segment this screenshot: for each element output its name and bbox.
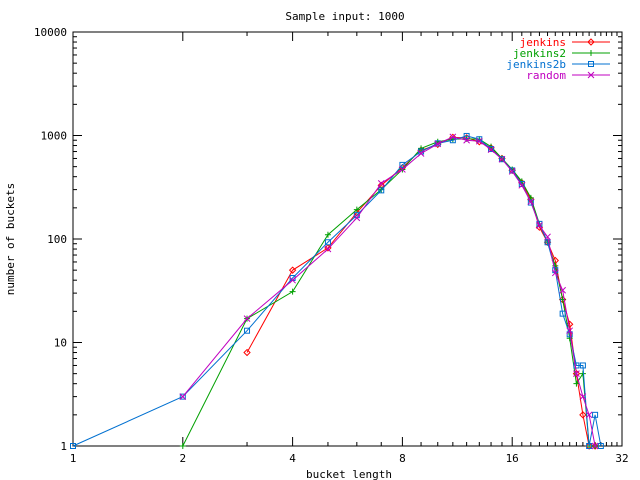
data-point-jenkins2b <box>518 180 525 187</box>
data-point-jenkins2b <box>434 140 441 147</box>
data-point-random <box>536 222 543 229</box>
data-point-jenkins2b <box>559 310 566 317</box>
data-point-random <box>353 214 361 222</box>
data-point-jenkins2b <box>579 362 586 369</box>
x-tick-label: 1 <box>70 452 77 465</box>
data-point-jenkins2b <box>498 156 505 163</box>
data-point-jenkins2b <box>536 220 543 227</box>
x-tick-label: 16 <box>506 452 519 465</box>
data-point-jenkins2b <box>449 137 456 144</box>
x-axis-label: bucket length <box>306 468 392 480</box>
data-point-jenkins2 <box>418 145 425 152</box>
data-point-random <box>566 327 574 335</box>
data-point-jenkins2b <box>244 327 251 334</box>
series-line-jenkins <box>246 136 596 447</box>
series-jenkins2 <box>179 135 599 449</box>
data-point-jenkins2b <box>399 161 406 168</box>
data-point-random <box>573 370 580 378</box>
data-point-jenkins2b <box>324 239 331 246</box>
y-tick-label: 10000 <box>34 26 67 39</box>
data-point-jenkins <box>243 348 251 357</box>
data-point-random <box>243 315 251 323</box>
data-point-jenkins2b <box>597 443 604 449</box>
x-tick-label: 4 <box>289 452 296 465</box>
data-point-jenkins <box>579 411 587 419</box>
series-jenkins <box>243 133 599 450</box>
data-point-jenkins2b <box>378 187 385 194</box>
legend-label-jenkins2b: jenkins2b <box>506 58 566 71</box>
data-point-jenkins2b <box>573 362 580 369</box>
data-point-jenkins2 <box>179 443 186 449</box>
chart-title: Sample input: 1000 <box>285 10 404 23</box>
y-tick-label: 1000 <box>41 130 68 143</box>
data-point-random <box>544 233 551 241</box>
data-point-jenkins2b <box>509 167 516 174</box>
legend-marker-jenkins2b <box>588 61 594 67</box>
data-point-random <box>289 276 296 284</box>
series-line-jenkins2 <box>182 138 596 447</box>
data-point-random <box>449 133 457 141</box>
data-point-jenkins <box>288 266 297 274</box>
data-point-jenkins2b <box>179 393 186 400</box>
data-point-jenkins2b <box>488 146 495 153</box>
data-point-random <box>434 140 442 148</box>
data-point-random <box>463 136 470 144</box>
data-point-random <box>475 137 483 145</box>
data-point-random <box>579 393 587 400</box>
data-point-random <box>324 245 332 253</box>
y-tick-label: 1 <box>60 440 67 453</box>
data-point-random <box>559 286 566 294</box>
data-point-jenkins2b <box>527 199 534 206</box>
data-point-jenkins2b <box>586 443 593 449</box>
series-line-random <box>182 136 596 447</box>
x-tick-label: 8 <box>399 452 406 465</box>
x-axis: 1 2 4 8 16 32 <box>70 32 629 465</box>
data-point-random <box>399 166 406 173</box>
legend-label-jenkins: jenkins <box>520 36 566 49</box>
y-axis: 1 10 100 1000 10000 <box>34 26 622 453</box>
series-layer <box>70 132 604 450</box>
data-point-random <box>377 179 385 187</box>
data-point-random <box>527 198 535 205</box>
data-point-jenkins2 <box>353 206 360 213</box>
data-point-random <box>179 393 187 400</box>
data-point-jenkins2 <box>324 231 331 238</box>
data-point-jenkins2b <box>544 239 551 246</box>
data-point-jenkins2b <box>463 132 470 139</box>
y-tick-label: 100 <box>47 233 67 246</box>
data-point-random <box>551 269 559 277</box>
y-tick-label: 10 <box>54 337 67 350</box>
legend-marker-random <box>587 71 595 79</box>
data-point-jenkins <box>565 320 574 328</box>
legend-label-random: random <box>526 69 566 82</box>
data-point-random <box>518 181 526 189</box>
data-point-random <box>487 146 495 153</box>
data-point-random <box>498 155 506 163</box>
data-point-random <box>585 411 593 419</box>
legend-label-jenkins2: jenkins2 <box>513 47 566 60</box>
data-point-jenkins2 <box>573 380 580 387</box>
data-point-random <box>591 442 599 450</box>
legend-marker-jenkins <box>587 38 595 46</box>
data-point-random <box>508 168 516 175</box>
series-random <box>179 133 599 450</box>
data-point-jenkins2b <box>70 443 76 449</box>
y-axis-label: number of buckets <box>4 183 17 296</box>
x-tick-label: 2 <box>179 452 186 465</box>
x-tick-label: 32 <box>615 452 628 465</box>
data-point-jenkins2b <box>592 411 599 418</box>
data-point-random <box>417 150 425 157</box>
data-point-jenkins2 <box>289 288 296 295</box>
legend-marker-jenkins2 <box>588 50 594 56</box>
plot-frame <box>72 31 623 447</box>
